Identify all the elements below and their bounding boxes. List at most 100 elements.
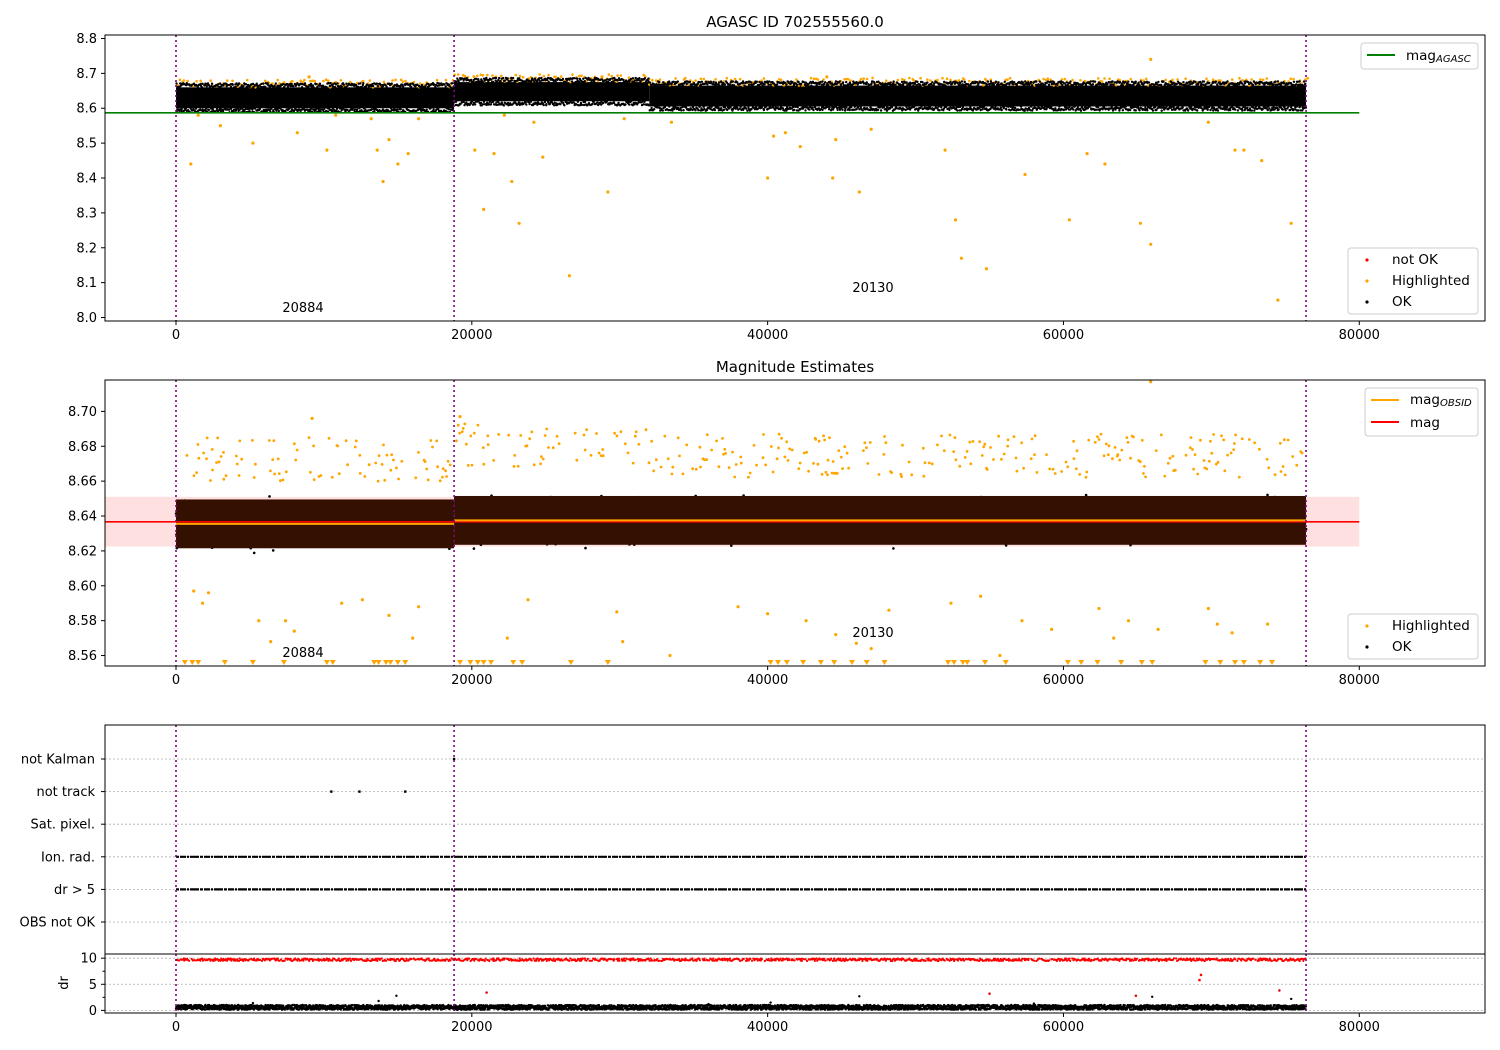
dr-outlier xyxy=(377,999,380,1003)
clipped-low-marker xyxy=(375,660,382,665)
highlighted-outlier-point xyxy=(1085,152,1089,156)
clipped-low-marker xyxy=(951,660,958,665)
y-tick-label: 8.70 xyxy=(68,405,97,420)
x-tick-label: 20000 xyxy=(451,673,492,688)
highlighted-outlier-point xyxy=(482,207,486,211)
panel2-yticks: 8.56 8.58 8.60 8.62 8.64 8.66 8.68 8.70 xyxy=(68,405,105,664)
legend-highlighted-marker xyxy=(1365,279,1369,283)
highlighted-outlier-point xyxy=(1289,221,1293,225)
highlighted-outlier-point xyxy=(869,647,873,651)
highlighted-outlier-point xyxy=(417,605,421,609)
clipped-low-marker xyxy=(323,660,330,665)
highlighted-outlier-point xyxy=(834,138,838,142)
highlighted-outlier-point xyxy=(1206,120,1210,124)
highlighted-outlier-point xyxy=(766,612,770,616)
highlighted-outlier-point xyxy=(283,619,288,623)
panel-magnitude-estimates: Magnitude Estimates 8.56 8.58 8.60 8.62 8.64… xyxy=(68,358,1486,688)
highlighted-outlier-point xyxy=(766,176,770,180)
highlighted-outlier-point xyxy=(473,148,477,152)
highlighted-outlier-point xyxy=(736,605,740,609)
highlighted-outlier-point xyxy=(360,598,364,602)
clipped-low-marker xyxy=(604,660,611,665)
highlighted-outlier-point xyxy=(406,152,410,156)
highlighted-outlier-point xyxy=(979,594,983,598)
panel1-yticks: 8.0 8.1 8.2 8.3 8.4 8.5 8.6 8.7 8.8 xyxy=(76,32,105,326)
y-tick-label: 8.3 xyxy=(76,206,97,221)
highlighted-outlier-point xyxy=(381,179,385,184)
clipped-low-marker xyxy=(467,660,474,665)
clipped-low-marker xyxy=(863,660,870,665)
clipped-low-marker xyxy=(1078,660,1085,665)
highlighted-outlier-point xyxy=(1215,622,1219,626)
panel-agasc: AGASC ID 702555560.0 8.08.18.28.38.48.58… xyxy=(76,13,1486,343)
x-tick-label: 60000 xyxy=(1043,328,1084,343)
highlighted-outlier-point xyxy=(510,179,514,184)
highlighted-outlier-point xyxy=(201,601,205,605)
y-tick-label: 8.7 xyxy=(76,67,97,82)
legend2-ok-label: OK xyxy=(1392,639,1413,655)
panel2-xticks: 0 20000 40000 60000 80000 xyxy=(172,666,1380,688)
x-tick-label: 20000 xyxy=(451,1020,492,1035)
x-tick-label: 60000 xyxy=(1043,673,1084,688)
flag-point xyxy=(452,757,456,761)
highlighted-outlier-point xyxy=(984,267,989,271)
panel3-xticks: 0 20000 40000 60000 80000 xyxy=(172,1013,1380,1035)
highlighted-outlier-point xyxy=(1230,631,1234,635)
clipped-low-marker xyxy=(1202,660,1209,665)
highlighted-outlier-point xyxy=(804,619,808,623)
panel2-title: Magnitude Estimates xyxy=(716,358,874,376)
dr-outlier xyxy=(251,1001,255,1005)
panel2-frame xyxy=(104,379,1486,667)
x-tick-label: 80000 xyxy=(1339,673,1380,688)
legend2-highlighted-label: Highlighted xyxy=(1392,618,1470,634)
highlighted-outlier-point xyxy=(857,190,861,194)
ok-data-band xyxy=(454,82,650,102)
panel2-plot-area xyxy=(105,380,1360,666)
legend2-ok-marker xyxy=(1365,645,1369,649)
highlighted-outlier-point xyxy=(526,598,530,602)
flag-row-label: Ion. rad. xyxy=(41,850,95,865)
highlighted-outlier-point xyxy=(1103,162,1107,166)
clipped-low-marker xyxy=(181,660,188,665)
highlighted-outlier-point xyxy=(669,120,674,124)
highlighted-outlier-point xyxy=(1242,148,1246,152)
clipped-low-marker xyxy=(456,660,463,665)
highlighted-outlier-point xyxy=(825,75,829,79)
clipped-low-marker xyxy=(1064,660,1071,665)
highlighted-outlier-point xyxy=(1126,619,1131,623)
highlighted-outlier-point xyxy=(1020,619,1024,623)
clipped-low-marker xyxy=(982,660,989,665)
dr-red-outlier xyxy=(988,992,991,995)
clipped-low-marker xyxy=(1269,660,1276,665)
y-tick-label: 8.58 xyxy=(68,614,97,629)
clipped-low-marker xyxy=(383,660,390,665)
x-tick-label: 0 xyxy=(172,1020,180,1035)
highlighted-outlier-point xyxy=(1149,242,1153,246)
highlighted-outlier-point xyxy=(517,221,521,225)
highlighted-outlier-point xyxy=(310,416,314,420)
clipped-low-marker xyxy=(848,660,855,665)
x-tick-label: 0 xyxy=(172,328,180,343)
clipped-low-marker xyxy=(280,660,287,665)
dr-red-outlier xyxy=(1199,973,1203,977)
clipped-low-marker xyxy=(387,660,394,665)
dr-outlier xyxy=(1032,1002,1036,1005)
highlighted-outlier-point xyxy=(502,113,506,117)
highlighted-outlier-point xyxy=(798,145,802,149)
highlighted-outlier-point xyxy=(269,640,273,644)
highlighted-outlier-point xyxy=(783,131,788,135)
panel3-dr-frame xyxy=(104,953,1486,1014)
clipped-low-marker xyxy=(881,660,888,665)
highlighted-outlier-point xyxy=(340,601,344,605)
y-tick-label: 8.66 xyxy=(68,475,97,490)
highlighted-outlier-point xyxy=(1023,172,1027,177)
highlighted-outlier-point xyxy=(396,162,400,166)
highlighted-outlier-point xyxy=(854,641,859,645)
highlighted-high-points xyxy=(185,422,1304,483)
clipped-low-marker xyxy=(567,660,574,665)
panel1-segment-label-1: 20884 xyxy=(282,301,323,316)
y-tick-label: 8.56 xyxy=(68,649,97,664)
panel1-legend-lines: magAGASC xyxy=(1360,42,1479,70)
dr-outlier xyxy=(858,995,861,998)
clipped-low-marker xyxy=(964,660,971,665)
